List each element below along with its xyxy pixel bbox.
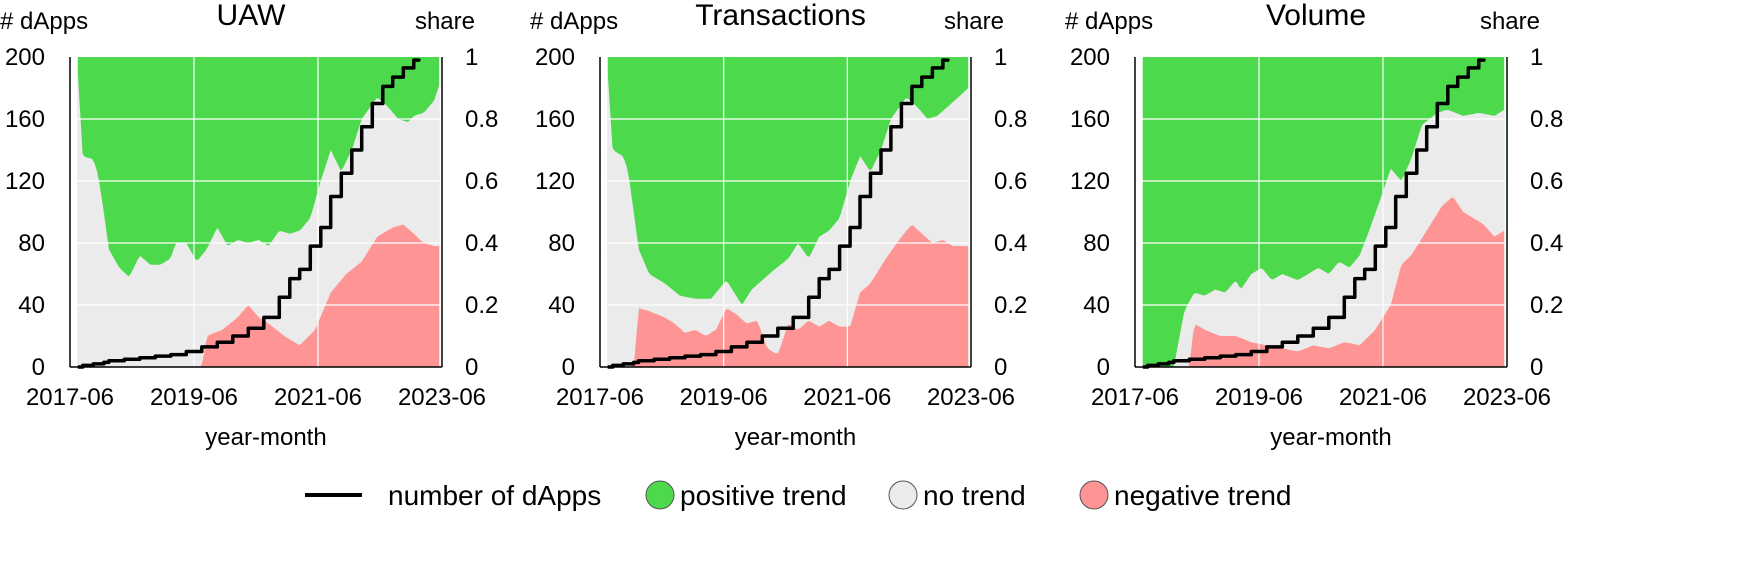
- y-tick-left-label: 0: [562, 354, 575, 381]
- y-tick-left-label: 160: [5, 106, 45, 133]
- x-tick-label: 2023-06: [398, 384, 486, 411]
- chart-title: Volume: [1266, 0, 1366, 32]
- negative-trend-area: [1142, 197, 1505, 367]
- y-tick-left-label: 200: [1070, 44, 1110, 71]
- y-axis-left-title: # dApps: [530, 8, 618, 35]
- y-tick-right-label: 0.6: [465, 168, 498, 195]
- y-tick-left-label: 40: [548, 292, 575, 319]
- y-axis-left-title: # dApps: [1065, 8, 1153, 35]
- x-tick-label: 2019-06: [1215, 384, 1303, 411]
- legend-swatch-none: [888, 480, 918, 510]
- x-tick-label: 2021-06: [1339, 384, 1427, 411]
- y-tick-right-label: 0: [994, 354, 1007, 381]
- dapps-line: [607, 58, 950, 369]
- y-tick-right-label: 0: [1530, 354, 1543, 381]
- x-axis-title: year-month: [205, 424, 326, 451]
- x-tick-label: 2017-06: [556, 384, 644, 411]
- y-axis-right-title: share: [944, 8, 1004, 35]
- y-tick-left-label: 80: [18, 230, 45, 257]
- y-tick-left-label: 120: [535, 168, 575, 195]
- y-tick-left-label: 80: [548, 230, 575, 257]
- y-tick-left-label: 80: [1083, 230, 1110, 257]
- y-tick-right-label: 1: [465, 44, 478, 71]
- y-tick-left-label: 120: [1070, 168, 1110, 195]
- x-tick-label: 2023-06: [1463, 384, 1551, 411]
- y-tick-right-label: 0.2: [465, 292, 498, 319]
- y-tick-right-label: 1: [1530, 44, 1543, 71]
- legend-swatch-negative: [1079, 480, 1109, 510]
- y-tick-right-label: 0.6: [1530, 168, 1563, 195]
- legend: number of dApps positive trend no trend neg…: [305, 480, 1291, 511]
- legend-swatch-positive: [645, 480, 675, 510]
- x-tick-label: 2023-06: [927, 384, 1015, 411]
- x-tick-label: 2017-06: [26, 384, 114, 411]
- dapps-line: [77, 58, 421, 369]
- x-axis-title: year-month: [735, 424, 856, 451]
- y-tick-right-label: 0.4: [465, 230, 498, 257]
- legend-label: negative trend: [1114, 480, 1291, 511]
- y-tick-left-label: 160: [535, 106, 575, 133]
- y-axis-right-title: share: [415, 8, 475, 35]
- y-tick-right-label: 1: [994, 44, 1007, 71]
- y-tick-right-label: 0: [465, 354, 478, 381]
- panel-uaw: 0 40 80 120 160 200 0 0.2 0.4 0.6 0.8 1 2017-06 2019-…: [0, 0, 498, 451]
- y-tick-right-label: 0.6: [994, 168, 1027, 195]
- negative-trend-area: [77, 224, 440, 367]
- x-tick-label: 2017-06: [1091, 384, 1179, 411]
- y-tick-left-label: 120: [5, 168, 45, 195]
- x-tick-label: 2019-06: [680, 384, 768, 411]
- y-axis-left-title: # dApps: [0, 8, 88, 35]
- y-tick-right-label: 0.8: [1530, 106, 1563, 133]
- y-axis-right-title: share: [1480, 8, 1540, 35]
- y-tick-right-label: 0.2: [1530, 292, 1563, 319]
- y-tick-left-label: 200: [535, 44, 575, 71]
- x-tick-label: 2021-06: [803, 384, 891, 411]
- x-tick-label: 2021-06: [274, 384, 362, 411]
- y-tick-left-label: 40: [18, 292, 45, 319]
- chart-title: UAW: [217, 0, 287, 32]
- y-tick-right-label: 0.4: [994, 230, 1027, 257]
- panel-transactions: 0 40 80 120 160 200 0 0.2 0.4 0.6 0.8 1 2017-06 2019-…: [530, 0, 1027, 451]
- y-tick-right-label: 0.4: [1530, 230, 1563, 257]
- y-tick-left-label: 200: [5, 44, 45, 71]
- x-axis-title: year-month: [1270, 424, 1391, 451]
- legend-label: positive trend: [680, 480, 847, 511]
- chart-title: Transactions: [695, 0, 866, 32]
- y-tick-right-label: 0.8: [465, 106, 498, 133]
- y-tick-left-label: 0: [1097, 354, 1110, 381]
- x-tick-label: 2019-06: [150, 384, 238, 411]
- y-tick-left-label: 0: [32, 354, 45, 381]
- y-tick-left-label: 40: [1083, 292, 1110, 319]
- y-tick-left-label: 160: [1070, 106, 1110, 133]
- dapps-line: [1142, 58, 1486, 369]
- legend-label: number of dApps: [388, 480, 601, 511]
- y-tick-right-label: 0.8: [994, 106, 1027, 133]
- panel-volume: 0 40 80 120 160 200 0 0.2 0.4 0.6 0.8 1 2017-06 2019-…: [1065, 0, 1563, 451]
- legend-label: no trend: [923, 480, 1026, 511]
- negative-trend-area: [607, 225, 969, 367]
- y-tick-right-label: 0.2: [994, 292, 1027, 319]
